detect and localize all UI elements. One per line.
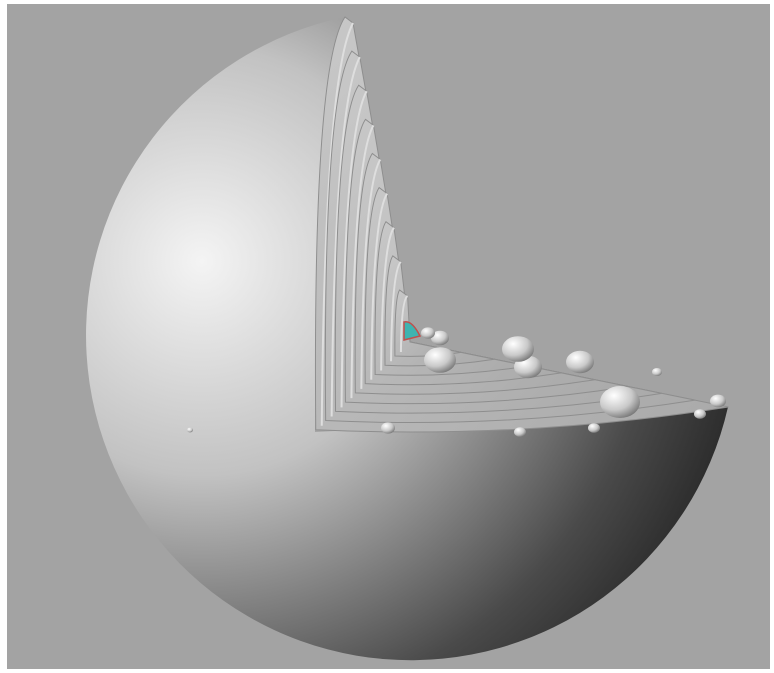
small-sphere [694,409,706,419]
small-sphere [710,394,726,408]
small-sphere [421,327,435,339]
small-sphere [187,427,193,433]
layer-edge [320,22,354,426]
small-sphere [600,386,640,418]
sphere-shell [86,17,729,661]
small-sphere [424,347,456,373]
small-sphere [381,422,395,434]
small-sphere [566,350,594,374]
small-sphere [514,427,526,437]
small-sphere [652,368,662,376]
small-sphere [588,423,600,433]
small-sphere [502,336,534,362]
layer-edge [350,124,375,399]
layer-edge [330,56,361,417]
layer-edge [390,261,402,362]
layer-edge [360,158,382,389]
spheres [187,327,726,437]
cut-layers [314,16,729,433]
layer-edge [399,295,409,353]
small-sphere [431,330,449,346]
core [403,321,422,341]
layer-edge [380,227,395,371]
layer-edge [340,90,368,408]
layer-edge [370,193,388,380]
